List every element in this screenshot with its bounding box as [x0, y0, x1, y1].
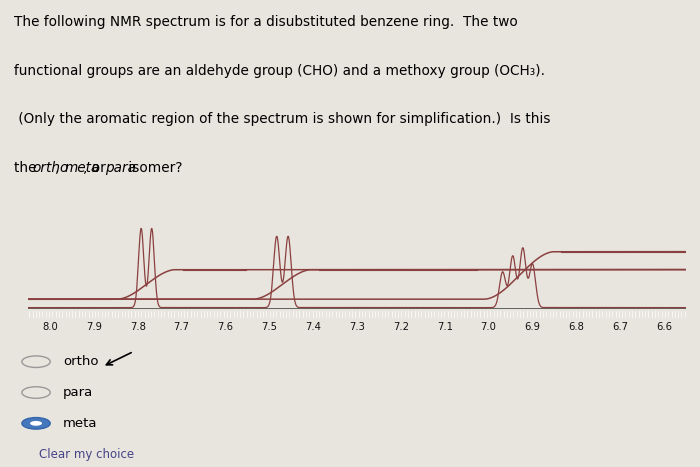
Text: functional groups are an aldehyde group (CHO) and a methoxy group (OCH₃).: functional groups are an aldehyde group …	[14, 64, 545, 78]
Text: para: para	[63, 386, 93, 399]
Text: 7.2: 7.2	[393, 322, 409, 332]
Text: , or: , or	[83, 161, 110, 175]
Text: meta: meta	[63, 417, 97, 430]
Text: meta: meta	[64, 161, 99, 175]
Text: 7.3: 7.3	[349, 322, 365, 332]
Text: 6.7: 6.7	[612, 322, 628, 332]
Text: 7.7: 7.7	[174, 322, 190, 332]
Text: 7.0: 7.0	[481, 322, 496, 332]
Text: 7.1: 7.1	[437, 322, 453, 332]
Text: ortho: ortho	[63, 355, 98, 368]
Text: 7.6: 7.6	[218, 322, 233, 332]
Text: ortho: ortho	[32, 161, 69, 175]
Circle shape	[22, 417, 50, 429]
Text: 6.8: 6.8	[568, 322, 584, 332]
Circle shape	[22, 387, 50, 398]
Text: 8.0: 8.0	[42, 322, 58, 332]
Text: The following NMR spectrum is for a disubstituted benzene ring.  The two: The following NMR spectrum is for a disu…	[14, 15, 518, 29]
Text: (Only the aromatic region of the spectrum is shown for simplification.)  Is this: (Only the aromatic region of the spectru…	[14, 112, 550, 126]
Text: the: the	[14, 161, 41, 175]
Text: para: para	[106, 161, 136, 175]
Text: Clear my choice: Clear my choice	[39, 448, 134, 460]
Circle shape	[30, 421, 42, 426]
Text: ,: ,	[55, 161, 64, 175]
Text: 7.9: 7.9	[86, 322, 101, 332]
Text: 7.4: 7.4	[305, 322, 321, 332]
Text: 6.9: 6.9	[524, 322, 540, 332]
Text: 7.8: 7.8	[130, 322, 146, 332]
Circle shape	[22, 356, 50, 368]
Text: isomer?: isomer?	[124, 161, 182, 175]
Text: 6.6: 6.6	[656, 322, 672, 332]
Text: 7.5: 7.5	[261, 322, 277, 332]
